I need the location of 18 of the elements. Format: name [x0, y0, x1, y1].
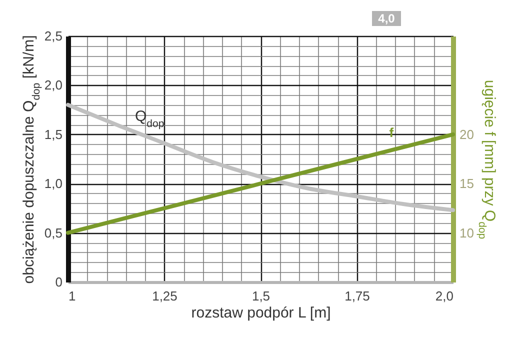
y-tick-label: 2,5 — [44, 28, 62, 44]
text: 4,0 — [378, 12, 396, 26]
x-tick-label: 1 — [68, 288, 76, 304]
x-tick-label: 1,25 — [152, 288, 178, 304]
x-tick-label: 2,0 — [435, 288, 454, 304]
x-tick-label: 1,75 — [344, 288, 370, 304]
y2-tick-label: 10 — [460, 225, 474, 240]
x-axis-title: rozstaw podpór L [m] — [191, 304, 331, 322]
y2-tick-label: 15 — [460, 176, 474, 192]
y-tick-label: 0 — [55, 274, 62, 290]
y-tick-label: 0,5 — [44, 225, 62, 240]
x-tick-label: 1,5 — [252, 288, 270, 304]
y-tick-label: 1,0 — [44, 176, 62, 192]
series-label: Q$_{dop}$ — [135, 108, 164, 130]
y2-tick-label: 20 — [460, 126, 474, 142]
line-series — [66, 102, 455, 212]
y-tick-label: 2,0 — [44, 78, 62, 93]
y-tick-label: 1,5 — [44, 126, 62, 142]
